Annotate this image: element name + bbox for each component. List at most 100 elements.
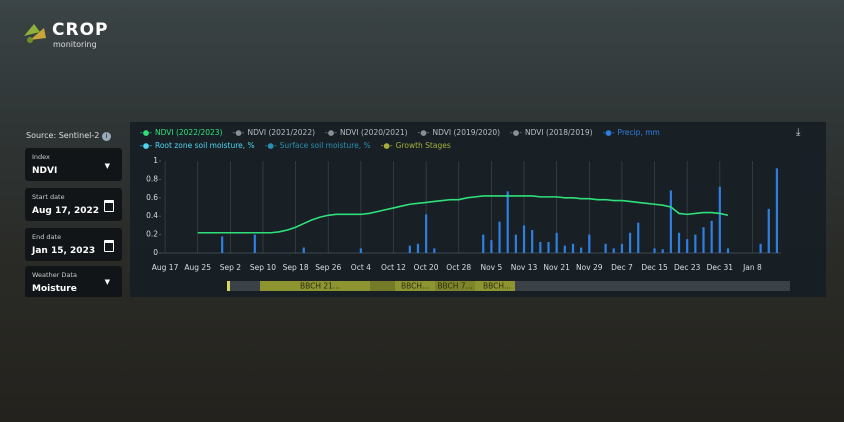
legend-symbol: -●- (232, 128, 245, 137)
precip-bar (563, 245, 566, 253)
legend-item[interactable]: -●- NDVI (2021/2022) (233, 128, 316, 137)
legend-symbol: -●- (417, 128, 430, 137)
x-tick-label: Jan 8 (742, 263, 762, 272)
precip-bar (482, 234, 485, 253)
legend-item[interactable]: -●- Surface soil moisture, % (265, 141, 371, 150)
x-tick-label: Dec 7 (611, 263, 633, 272)
legend-item[interactable]: -●- NDVI (2019/2020) (418, 128, 501, 137)
start-date[interactable]: Start date Aug 17, 2022 (25, 188, 122, 221)
legend-item[interactable]: -●- NDVI (2018/2019) (510, 128, 593, 137)
legend-item[interactable]: -●- NDVI (2022/2023) (140, 128, 223, 137)
legend-item[interactable]: -●- Growth Stages (381, 141, 451, 150)
legend-symbol: -●- (264, 141, 277, 150)
precip-bar (433, 248, 436, 253)
precip-bar (694, 234, 697, 253)
precip-bar (702, 227, 705, 253)
x-tick-label: Oct 20 (414, 263, 439, 272)
legend-label: Surface soil moisture, % (279, 141, 371, 150)
precip-bar (514, 234, 517, 253)
x-tick-label: Nov 21 (543, 263, 570, 272)
precip-bar (416, 243, 420, 253)
y-tick-label: 0 (153, 248, 158, 257)
precip-bar (253, 234, 256, 253)
legend-label: NDVI (2019/2020) (432, 128, 501, 137)
ndvi-line (197, 195, 729, 234)
index-select[interactable]: Index NDVI ▼ (25, 148, 122, 181)
stage-label: BBCH 21... (300, 282, 340, 291)
precip-bar (498, 221, 501, 253)
legend-symbol: -●- (140, 128, 152, 137)
field-label: Index (32, 153, 50, 161)
precip-bar (408, 245, 411, 253)
y-tick-label: 0.8 (146, 174, 158, 183)
y-tick-label: 1 (153, 156, 158, 165)
precip-bar (522, 225, 526, 253)
stage-label: BBCH... (483, 282, 511, 291)
precip-bar (718, 186, 721, 253)
legend-label: NDVI (2018/2019) (525, 128, 593, 137)
x-tick-label: Aug 17 (152, 263, 179, 272)
precip-bar (620, 243, 624, 253)
stage-segment (435, 281, 475, 291)
x-tick-label: Oct 28 (446, 263, 471, 272)
source-text: Source: Sentinel-2 (26, 131, 100, 140)
info-icon[interactable]: i (101, 132, 111, 141)
precip-bar (580, 247, 583, 253)
stage-segment (370, 281, 395, 291)
stage-segment (395, 281, 435, 291)
legend-label: NDVI (2022/2023) (154, 128, 223, 137)
precip-bar (677, 232, 681, 253)
precip-bar (359, 248, 362, 253)
stage-label: BBCH... (401, 282, 429, 291)
logo-subtitle: monitoring (53, 40, 97, 49)
y-tick-label: 0.2 (146, 230, 158, 239)
chart-panel (130, 122, 826, 297)
precip-bar (531, 230, 534, 253)
legend-label: NDVI (2021/2022) (247, 128, 316, 137)
precip-bar (425, 214, 428, 253)
x-tick-label: Nov 29 (576, 263, 603, 272)
source-label: Source: Sentinel-2 i (26, 131, 111, 141)
legend-item[interactable]: -●- Root zone soil moisture, % (140, 141, 255, 150)
legend-label: Precip, mm (617, 128, 660, 137)
y-tick-label: 0.6 (146, 193, 158, 202)
x-tick-label: Sep 26 (315, 263, 341, 272)
legend-label: Root zone soil moisture, % (154, 141, 255, 150)
precip-bar (710, 220, 713, 253)
x-tick-label: Oct 12 (381, 263, 406, 272)
logo-icon (24, 24, 46, 43)
precip-bar (490, 240, 493, 253)
precip-bar (612, 248, 615, 253)
legend-symbol: -●- (602, 128, 615, 137)
x-tick-label: Dec 23 (674, 263, 701, 272)
precip-bar (555, 232, 558, 253)
precip-bar (653, 248, 656, 253)
stage-segment (260, 281, 370, 291)
precip-bar (759, 243, 762, 253)
x-tick-label: Nov 5 (480, 263, 502, 272)
precip-bar (588, 234, 591, 253)
precip-bar (539, 241, 542, 253)
precip-bar (604, 243, 607, 253)
field-value: Moisture (32, 284, 77, 294)
legend-item[interactable]: -●- Precip, mm (603, 128, 660, 137)
x-tick-label: Sep 2 (220, 263, 242, 272)
legend-label: Growth Stages (395, 141, 451, 150)
precip-bar (775, 168, 779, 253)
x-tick-label: Dec 15 (641, 263, 668, 272)
end-date[interactable]: End date Jan 15, 2023 (25, 228, 122, 261)
y-tick-label: 0.4 (146, 211, 158, 220)
precip-bar (661, 249, 664, 253)
legend-symbol: -●- (380, 141, 393, 150)
legend-item[interactable]: -●- NDVI (2020/2021) (325, 128, 408, 137)
precip-bar (726, 248, 730, 253)
download-button[interactable]: ⤓ (796, 127, 801, 138)
x-tick-label: Sep 10 (250, 263, 276, 272)
stage-segment (227, 281, 230, 291)
precip-bar (547, 241, 550, 253)
x-tick-label: Aug 25 (184, 263, 211, 272)
precip-bar (686, 239, 689, 253)
weather-select[interactable]: Weather Data Moisture ▼ (25, 266, 122, 297)
